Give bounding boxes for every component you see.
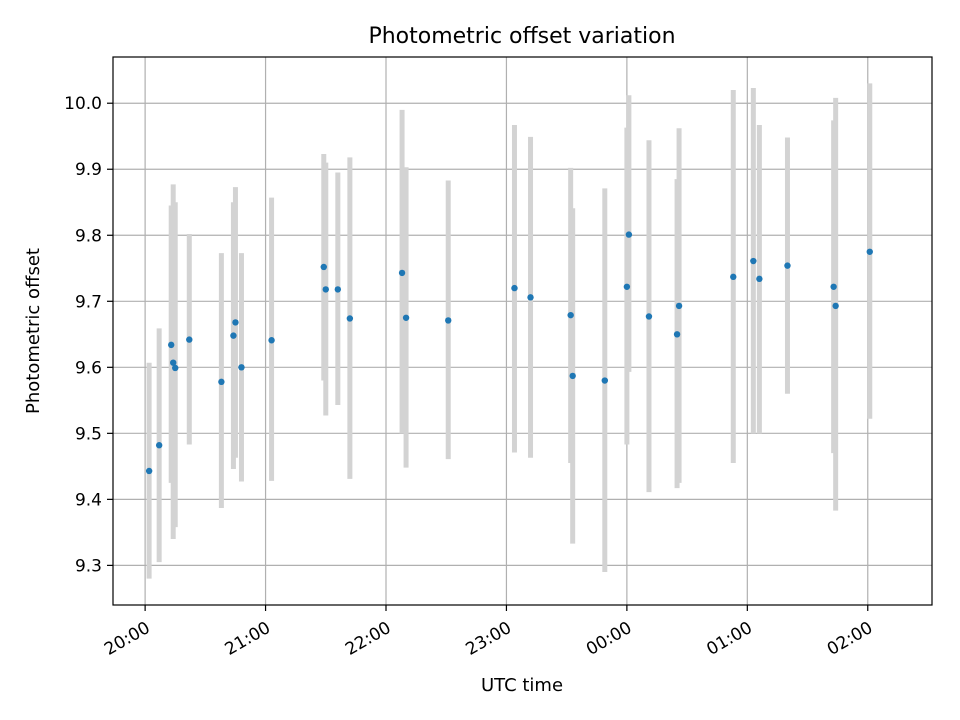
data-point <box>145 467 153 475</box>
data-point <box>756 275 763 283</box>
data-point <box>750 257 757 265</box>
data-point <box>832 302 839 310</box>
data-point <box>155 442 163 449</box>
data-point <box>645 313 653 320</box>
y-tick-label: 9.5 <box>75 424 102 444</box>
data-point <box>238 364 245 371</box>
data-point <box>784 262 791 269</box>
data-point <box>402 314 410 321</box>
y-axis-label: Photometric offset <box>23 248 44 414</box>
data-point <box>675 302 683 310</box>
data-point <box>346 315 354 322</box>
data-point <box>830 283 837 290</box>
data-point <box>601 377 609 384</box>
data-point <box>511 284 518 292</box>
data-point <box>567 311 574 319</box>
plot-frame <box>112 56 933 606</box>
y-tick-label: 9.7 <box>75 292 102 312</box>
data-point <box>445 317 452 324</box>
y-tick-label: 9.9 <box>75 160 102 180</box>
chart-title: Photometric offset variation <box>368 24 675 49</box>
data-point <box>625 231 633 238</box>
data-points <box>145 231 873 475</box>
data-point <box>320 263 327 271</box>
data-point <box>172 364 179 372</box>
data-point <box>569 372 576 380</box>
y-axis-ticks: 9.3 9.4 9.5 9.6 9.7 9.8 9.9 10.0 <box>64 94 113 576</box>
data-point <box>170 359 177 366</box>
data-point <box>730 273 737 281</box>
y-tick-label: 10.0 <box>64 94 102 114</box>
data-point <box>218 378 225 386</box>
x-axis-label: UTC time <box>481 675 563 696</box>
data-point <box>673 331 681 338</box>
data-point <box>322 286 329 293</box>
y-tick-label: 9.4 <box>75 490 102 510</box>
data-point <box>168 341 175 349</box>
data-point <box>186 336 193 343</box>
data-point <box>527 294 534 301</box>
data-point <box>866 248 873 255</box>
data-point <box>230 332 237 339</box>
data-point <box>232 319 239 326</box>
y-tick-label: 9.6 <box>75 358 102 378</box>
data-point <box>268 337 275 344</box>
data-point <box>334 286 342 293</box>
data-point <box>623 283 631 290</box>
y-tick-label: 9.8 <box>75 226 102 246</box>
y-tick-label: 9.3 <box>75 556 102 576</box>
data-point <box>398 269 406 277</box>
